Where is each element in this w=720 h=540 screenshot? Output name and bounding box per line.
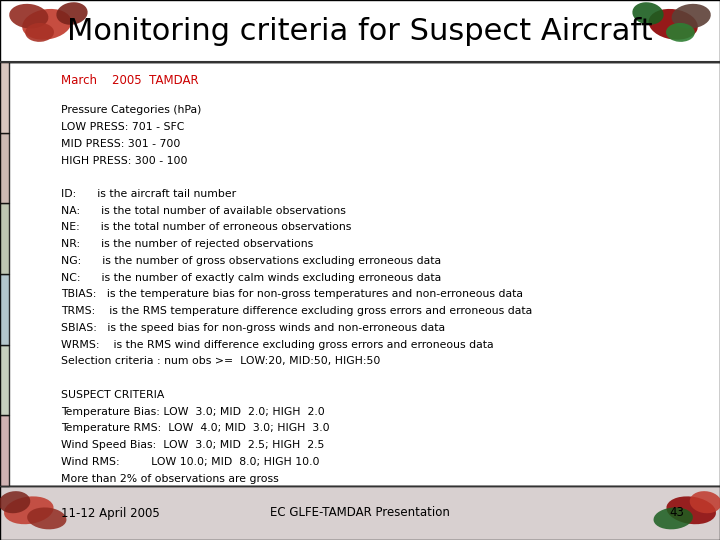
Text: 43: 43 xyxy=(669,507,684,519)
Ellipse shape xyxy=(667,496,716,524)
Text: TBIAS:   is the temperature bias for non-gross temperatures and non-erroneous da: TBIAS: is the temperature bias for non-g… xyxy=(61,289,523,300)
FancyBboxPatch shape xyxy=(0,133,9,204)
Text: Wind Speed Bias:  LOW  3.0; MID  2.5; HIGH  2.5: Wind Speed Bias: LOW 3.0; MID 2.5; HIGH … xyxy=(61,440,325,450)
Text: MID PRESS: 301 - 700: MID PRESS: 301 - 700 xyxy=(61,139,181,149)
Ellipse shape xyxy=(649,9,698,39)
Text: WRMS:    is the RMS wind difference excluding gross errors and erroneous data: WRMS: is the RMS wind difference excludi… xyxy=(61,340,494,350)
FancyBboxPatch shape xyxy=(0,0,720,62)
FancyBboxPatch shape xyxy=(0,204,9,274)
Ellipse shape xyxy=(9,4,48,29)
Text: TRMS:    is the RMS temperature difference excluding gross errors and erroneous : TRMS: is the RMS temperature difference … xyxy=(61,306,533,316)
Ellipse shape xyxy=(654,508,693,529)
Text: 11-12 April 2005: 11-12 April 2005 xyxy=(61,507,160,519)
Text: ID:      is the aircraft tail number: ID: is the aircraft tail number xyxy=(61,189,236,199)
Ellipse shape xyxy=(666,23,695,42)
Text: NR:      is the number of rejected observations: NR: is the number of rejected observatio… xyxy=(61,239,313,249)
Ellipse shape xyxy=(56,2,88,25)
Text: NC:      is the number of exactly calm winds excluding erroneous data: NC: is the number of exactly calm winds … xyxy=(61,273,441,283)
Ellipse shape xyxy=(4,496,53,524)
Text: SBIAS:   is the speed bias for non-gross winds and non-erroneous data: SBIAS: is the speed bias for non-gross w… xyxy=(61,323,446,333)
Text: Wind RMS:         LOW 10.0; MID  8.0; HIGH 10.0: Wind RMS: LOW 10.0; MID 8.0; HIGH 10.0 xyxy=(61,457,320,467)
Text: SUSPECT CRITERIA: SUSPECT CRITERIA xyxy=(61,390,165,400)
Text: HIGH PRESS: 300 - 100: HIGH PRESS: 300 - 100 xyxy=(61,156,188,166)
FancyBboxPatch shape xyxy=(0,62,9,133)
Text: LOW PRESS: 701 - SFC: LOW PRESS: 701 - SFC xyxy=(61,122,184,132)
Text: NE:      is the total number of erroneous observations: NE: is the total number of erroneous obs… xyxy=(61,222,351,233)
Ellipse shape xyxy=(632,2,664,25)
Text: NG:      is the number of gross observations excluding erroneous data: NG: is the number of gross observations … xyxy=(61,256,441,266)
Text: March    2005  TAMDAR: March 2005 TAMDAR xyxy=(61,75,199,87)
Ellipse shape xyxy=(27,508,66,529)
Ellipse shape xyxy=(672,4,711,29)
Ellipse shape xyxy=(690,491,720,513)
Text: NA:      is the total number of available observations: NA: is the total number of available obs… xyxy=(61,206,346,216)
Text: Monitoring criteria for Suspect Aircraft: Monitoring criteria for Suspect Aircraft xyxy=(67,17,653,45)
Text: More than 2% of observations are gross: More than 2% of observations are gross xyxy=(61,474,279,484)
FancyBboxPatch shape xyxy=(0,62,720,486)
Ellipse shape xyxy=(22,9,71,39)
Text: Temperature RMS:  LOW  4.0; MID  3.0; HIGH  3.0: Temperature RMS: LOW 4.0; MID 3.0; HIGH … xyxy=(61,423,330,434)
FancyBboxPatch shape xyxy=(0,274,9,345)
FancyBboxPatch shape xyxy=(0,415,9,486)
Text: Temperature Bias: LOW  3.0; MID  2.0; HIGH  2.0: Temperature Bias: LOW 3.0; MID 2.0; HIGH… xyxy=(61,407,325,417)
Ellipse shape xyxy=(25,23,54,42)
Text: Pressure Categories (hPa): Pressure Categories (hPa) xyxy=(61,105,202,116)
FancyBboxPatch shape xyxy=(0,486,720,540)
FancyBboxPatch shape xyxy=(0,345,9,415)
Text: Selection criteria : num obs >=  LOW:20, MID:50, HIGH:50: Selection criteria : num obs >= LOW:20, … xyxy=(61,356,381,367)
Ellipse shape xyxy=(0,491,30,513)
Text: EC GLFE-TAMDAR Presentation: EC GLFE-TAMDAR Presentation xyxy=(270,507,450,519)
